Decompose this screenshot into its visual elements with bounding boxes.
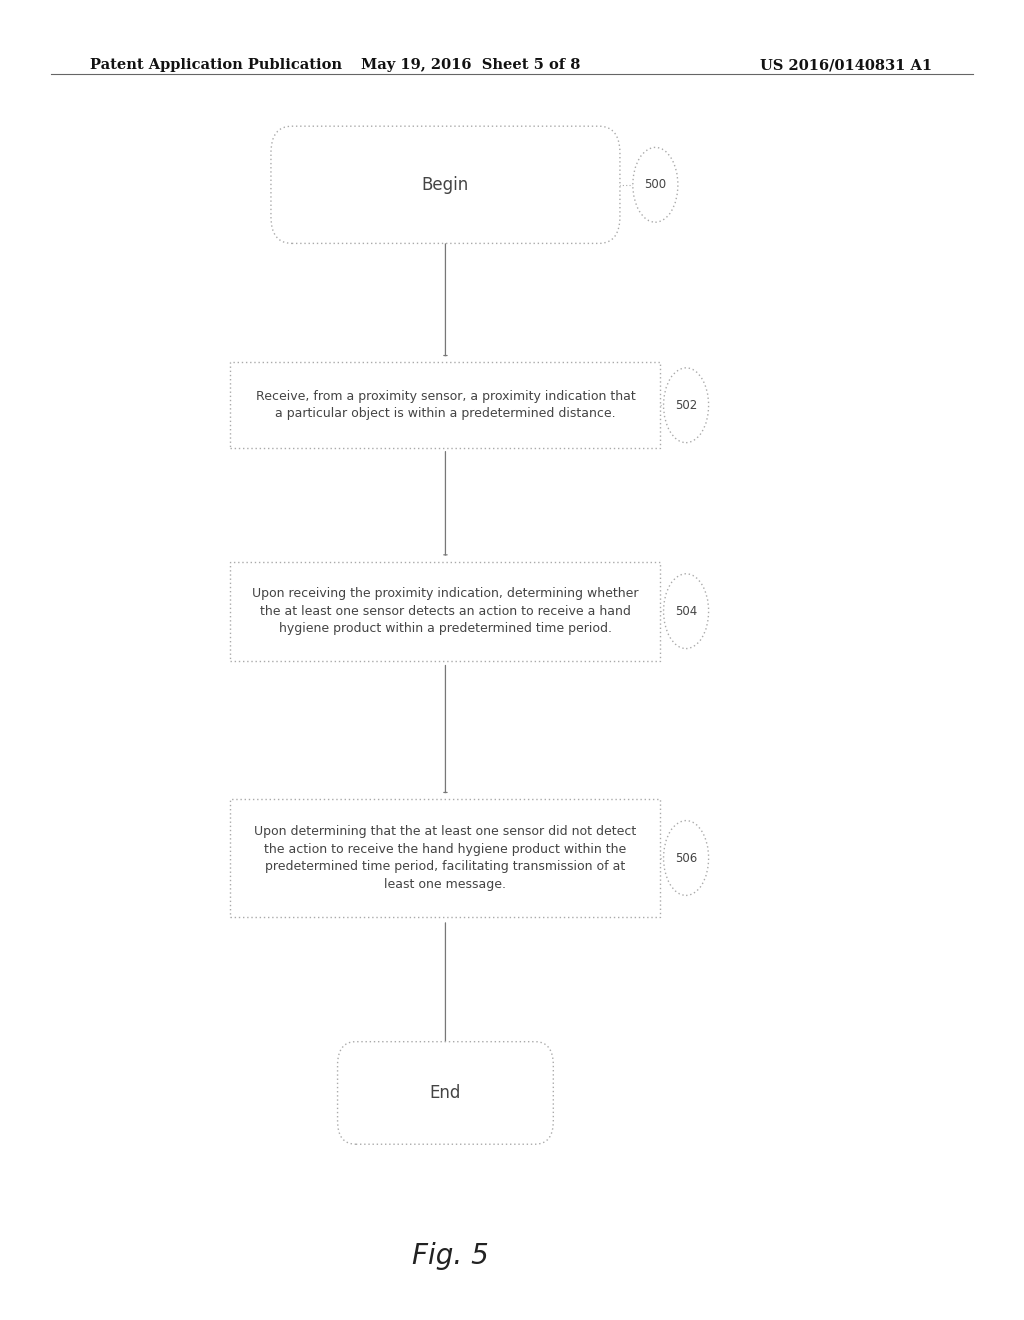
FancyBboxPatch shape: [338, 1041, 553, 1144]
Text: May 19, 2016  Sheet 5 of 8: May 19, 2016 Sheet 5 of 8: [361, 58, 581, 73]
FancyBboxPatch shape: [230, 799, 660, 917]
FancyBboxPatch shape: [230, 562, 660, 660]
Text: Fig. 5: Fig. 5: [413, 1242, 488, 1270]
Text: End: End: [430, 1084, 461, 1102]
Text: Begin: Begin: [422, 176, 469, 194]
FancyBboxPatch shape: [271, 127, 620, 243]
Text: 504: 504: [675, 605, 697, 618]
FancyBboxPatch shape: [230, 362, 660, 449]
Ellipse shape: [664, 368, 709, 442]
Text: Upon determining that the at least one sensor did not detect
the action to recei: Upon determining that the at least one s…: [254, 825, 637, 891]
Text: Upon receiving the proximity indication, determining whether
the at least one se: Upon receiving the proximity indication,…: [252, 587, 639, 635]
Text: US 2016/0140831 A1: US 2016/0140831 A1: [760, 58, 932, 73]
Text: Receive, from a proximity sensor, a proximity indication that
a particular objec: Receive, from a proximity sensor, a prox…: [256, 389, 635, 421]
Text: Patent Application Publication: Patent Application Publication: [90, 58, 342, 73]
Text: 506: 506: [675, 851, 697, 865]
Ellipse shape: [633, 148, 678, 222]
Text: 502: 502: [675, 399, 697, 412]
Text: 500: 500: [644, 178, 667, 191]
Ellipse shape: [664, 574, 709, 648]
Ellipse shape: [664, 821, 709, 895]
